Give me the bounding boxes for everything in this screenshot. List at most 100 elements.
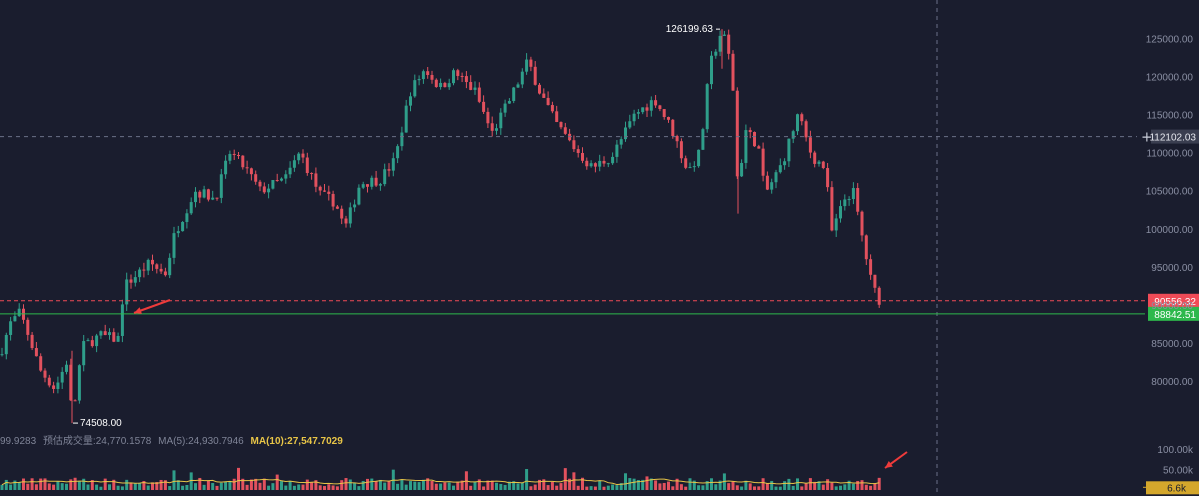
volume-bar	[305, 479, 309, 490]
candle-body	[628, 121, 632, 128]
volume-bar	[520, 482, 524, 490]
candle-body	[774, 172, 778, 183]
volume-bar	[550, 482, 554, 490]
candle-body	[796, 114, 799, 132]
candle-body	[469, 82, 473, 90]
volume-bar	[151, 482, 154, 490]
candle-body	[710, 55, 713, 85]
volume-legend-item1: 99.9283	[0, 436, 37, 447]
volume-bar	[116, 485, 120, 490]
candle-body	[348, 207, 352, 224]
candle-body	[546, 97, 550, 106]
candle-body	[224, 160, 228, 175]
volume-bar	[761, 478, 765, 490]
price-tick-label: 110000.00	[1146, 149, 1193, 160]
volume-bar	[245, 484, 249, 490]
volume-bar	[194, 483, 197, 490]
candle-body	[649, 100, 653, 111]
volume-bar	[340, 480, 344, 490]
volume-bar	[331, 485, 335, 490]
candle-body	[645, 107, 649, 111]
volume-bar	[366, 478, 369, 490]
volume-legend-ma5: MA(5):24,930.7946	[158, 436, 244, 447]
volume-bar	[129, 483, 133, 490]
volume-bar	[30, 478, 34, 490]
volume-tick-label: 50.00k	[1163, 466, 1194, 477]
volume-bar	[606, 485, 610, 490]
volume-bar	[847, 480, 851, 490]
volume-bar	[778, 486, 782, 490]
candle-body	[658, 105, 662, 110]
candle-body	[39, 356, 43, 371]
volume-bar	[215, 485, 219, 490]
candle-body	[671, 119, 675, 137]
volume-bar	[323, 486, 326, 490]
candle-body	[163, 271, 167, 276]
volume-bar	[400, 479, 404, 490]
volume-bar	[258, 482, 262, 490]
volume-bar	[813, 481, 817, 490]
candle-body	[791, 131, 795, 139]
candle-body	[219, 174, 223, 198]
candle-body	[559, 122, 563, 128]
volume-bar	[155, 482, 159, 490]
candle-body	[589, 163, 593, 167]
candle-body	[490, 123, 494, 131]
candle-body	[172, 233, 176, 258]
candle-body	[606, 163, 610, 165]
candle-body	[770, 182, 774, 190]
candle-body	[641, 107, 645, 113]
volume-bar	[800, 486, 804, 490]
volume-bar	[202, 484, 206, 490]
candle-body	[692, 166, 696, 168]
price-axis: 125000.00 120000.00 115000.00 110000.00 1050…	[1146, 34, 1194, 476]
high-price-label: 126199.63	[666, 24, 714, 35]
candle-body	[808, 137, 812, 153]
volume-bar	[796, 478, 799, 490]
candle-body	[654, 100, 658, 106]
volume-bar	[658, 483, 662, 490]
volume-bar	[576, 485, 580, 490]
volume-bar	[649, 478, 653, 490]
candle-body	[529, 59, 533, 67]
volume-bar	[60, 483, 64, 490]
candle-body	[533, 66, 537, 85]
candle-body	[176, 231, 180, 234]
volume-bar	[43, 478, 47, 490]
volume-bar	[740, 486, 744, 490]
price-tick-label: 115000.00	[1146, 110, 1193, 121]
candle-body	[619, 139, 623, 145]
volume-bar	[546, 485, 550, 490]
volume-bar	[280, 481, 283, 490]
volume-bar	[189, 472, 193, 490]
candle-body	[211, 197, 215, 200]
volume-bar	[873, 483, 877, 490]
volume-bar	[409, 481, 412, 490]
candle-body	[327, 191, 331, 194]
candle-body	[383, 169, 387, 185]
volume-bar	[378, 479, 382, 490]
volume-bar	[826, 479, 830, 490]
price-tick-label: 85000.00	[1151, 339, 1193, 350]
volume-bar	[361, 480, 365, 490]
volume-bar	[507, 481, 511, 490]
candle-body	[464, 76, 468, 83]
candle-body	[69, 364, 73, 401]
candle-body	[744, 130, 748, 163]
candle-body	[400, 132, 404, 147]
volume-bar	[748, 483, 752, 490]
candle-body	[486, 111, 490, 124]
candle-body	[409, 96, 412, 106]
volume-bar	[142, 481, 146, 490]
volume-bar	[705, 481, 709, 490]
candle-body	[413, 80, 417, 97]
volume-bar	[851, 483, 855, 490]
volume-bar	[146, 485, 150, 490]
candle-body	[701, 129, 705, 150]
volume-bar	[168, 486, 172, 490]
candle-body	[632, 113, 636, 122]
candle-body	[675, 136, 679, 142]
candle-body	[602, 160, 606, 164]
volume-bar	[701, 485, 705, 490]
